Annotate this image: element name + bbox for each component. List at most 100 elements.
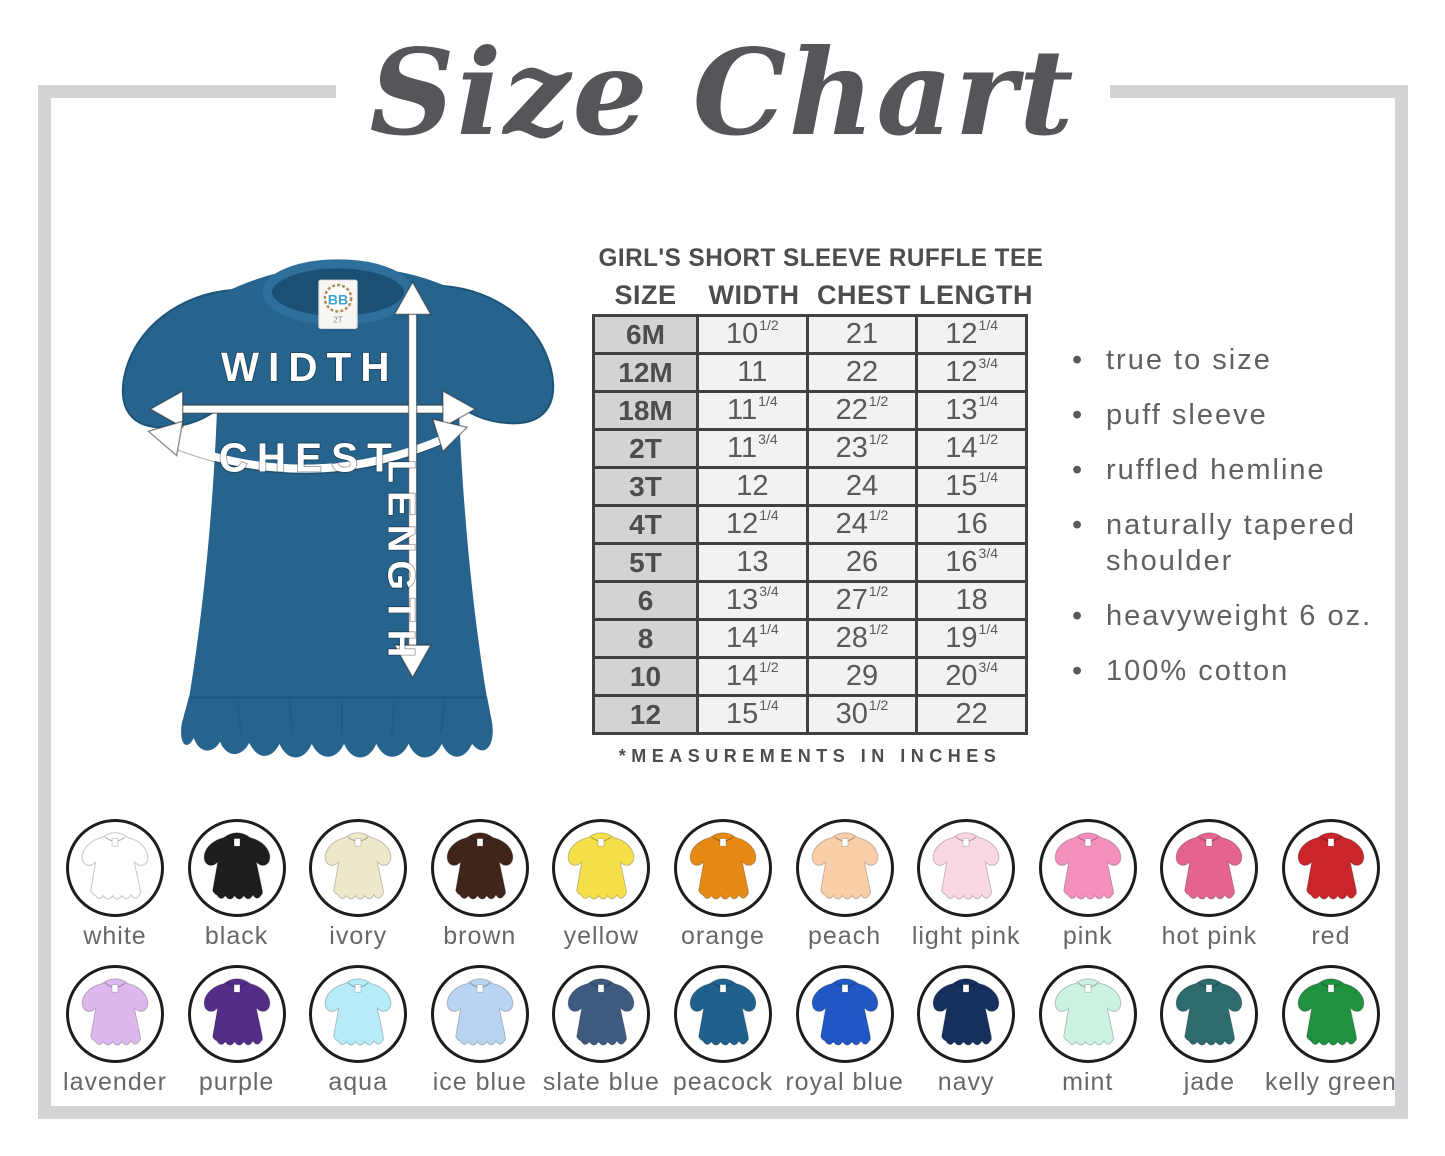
tee-icon — [568, 832, 635, 900]
tee-icon — [811, 832, 878, 900]
tee-icon — [324, 832, 392, 900]
swatch-label: peach — [808, 922, 882, 950]
swatch-circle — [795, 965, 894, 1063]
size-row: 18M 111/4 221/2 131/4 — [592, 390, 1028, 431]
width-cell: 101/2 — [696, 314, 809, 355]
feature-text: heavyweight 6 oz. — [1106, 600, 1373, 632]
length-cell: 163/4 — [915, 542, 1028, 583]
length-cell: 191/4 — [915, 618, 1028, 659]
color-swatch-light-pink: light pink — [907, 819, 1025, 951]
swatch-label: aqua — [328, 1068, 388, 1096]
product-name: GIRL'S SHORT SLEEVE RUFFLE TEE — [598, 244, 1044, 272]
swatch-circle — [309, 819, 408, 917]
size-row: 6 133/4 271/2 18 — [592, 580, 1028, 621]
swatch-label: pink — [1062, 922, 1113, 950]
width-label: WIDTH — [221, 344, 399, 390]
tee-icon — [1054, 978, 1122, 1046]
color-swatch-ivory: ivory — [299, 819, 417, 951]
measure-labels: WIDTH CHEST LENGTH — [218, 343, 423, 666]
feature-text: ruffled hemline — [1106, 454, 1326, 486]
size-row: 5T 13 26 163/4 — [592, 542, 1028, 583]
column-header-length: LENGTH — [919, 280, 1033, 310]
swatch-label: royal blue — [785, 1068, 904, 1096]
swatch-label: slate blue — [542, 1068, 660, 1096]
width-cell: 141/2 — [696, 656, 809, 697]
feature-item: • naturally tapered shoulder — [1072, 507, 1390, 579]
swatch-label: ivory — [329, 922, 388, 950]
feature-list: • true to size • puff sleeve • ruffled hemlin… — [1072, 342, 1390, 708]
chest-cell: 281/2 — [805, 618, 919, 659]
size-cell: 4T — [592, 504, 699, 545]
width-cell: 133/4 — [696, 580, 809, 621]
color-swatch-white: white — [56, 819, 174, 951]
bullet-icon: • — [1072, 454, 1085, 486]
size-cell: 10 — [592, 656, 699, 697]
length-cell: 141/2 — [915, 428, 1028, 469]
swatch-label: jade — [1183, 1068, 1235, 1096]
width-cell: 121/4 — [696, 504, 809, 545]
tee-icon — [81, 978, 149, 1046]
swatch-circle — [795, 819, 894, 917]
swatch-circle — [917, 965, 1016, 1063]
feature-text: naturally tapered shoulder — [1106, 509, 1357, 577]
color-swatch-mint: mint — [1029, 965, 1147, 1097]
tee-icon — [1176, 978, 1243, 1046]
width-cell: 151/4 — [696, 694, 809, 735]
length-cell: 16 — [915, 504, 1028, 545]
width-cell: 111/4 — [696, 390, 809, 431]
chest-cell: 221/2 — [805, 390, 919, 431]
page-title-text: Size Chart — [369, 23, 1076, 162]
swatch-label: white — [83, 922, 147, 950]
size-cell: 3T — [592, 466, 699, 507]
tee-icon — [811, 978, 878, 1046]
swatch-circle — [1038, 819, 1137, 917]
chest-cell: 22 — [805, 352, 919, 393]
length-arrow — [393, 280, 432, 679]
tee-icon — [932, 978, 1000, 1046]
tee-icon — [1297, 978, 1365, 1046]
ruffle-hem — [181, 697, 493, 758]
size-row: 6M 101/2 21 121/4 — [592, 314, 1028, 355]
swatch-circle — [430, 965, 529, 1063]
color-swatch-red: red — [1272, 819, 1390, 951]
swatch-circle — [552, 965, 651, 1063]
feature-item: • true to size — [1072, 342, 1390, 378]
measurement-note: *MEASUREMENTS IN INCHES — [618, 746, 1002, 766]
tee-icon — [1176, 832, 1243, 900]
size-row: 10 141/2 29 203/4 — [592, 656, 1028, 697]
swatch-row-2: lavender purple aqua ice blue slate blue… — [56, 965, 1396, 1097]
tee-icon — [568, 978, 635, 1046]
swatch-circle — [187, 965, 286, 1063]
swatch-label: brown — [443, 922, 517, 950]
bullet-icon: • — [1072, 600, 1085, 632]
color-swatch-orange: orange — [664, 819, 782, 951]
size-cell: 12M — [592, 352, 699, 393]
size-cell: 2T — [592, 428, 699, 469]
swatch-label: red — [1311, 922, 1351, 950]
tee-icon — [203, 978, 270, 1046]
color-swatch-lavender: lavender — [56, 965, 174, 1097]
swatch-label: purple — [198, 1068, 275, 1096]
bb-logo-text: BB — [328, 291, 348, 307]
shirt-graphic: BB 2T — [121, 259, 555, 758]
width-cell: 12 — [696, 466, 809, 507]
length-cell: 151/4 — [915, 466, 1028, 507]
table-column-headers: SIZE WIDTH CHEST LENGTH — [592, 280, 1033, 311]
tag-size-text: 2T — [333, 315, 342, 324]
color-swatch-kelly-green: kelly green — [1265, 965, 1396, 1097]
swatch-label: kelly green — [1264, 1068, 1397, 1096]
size-cell: 12 — [592, 694, 699, 735]
tee-icon — [1297, 832, 1365, 900]
tee-icon — [446, 978, 514, 1046]
width-cell: 11 — [696, 352, 809, 393]
chest-cell: 241/2 — [805, 504, 919, 545]
swatch-row-1: white black ivory brown yellow orange pe… — [56, 819, 1390, 951]
tee-icon — [203, 832, 270, 900]
swatch-circle — [1281, 965, 1380, 1063]
width-cell: 13 — [696, 542, 809, 583]
color-swatch-pink: pink — [1029, 819, 1147, 951]
width-cell: 113/4 — [696, 428, 809, 469]
color-swatch-navy: navy — [907, 965, 1025, 1097]
color-swatch-royal-blue: royal blue — [785, 965, 904, 1097]
